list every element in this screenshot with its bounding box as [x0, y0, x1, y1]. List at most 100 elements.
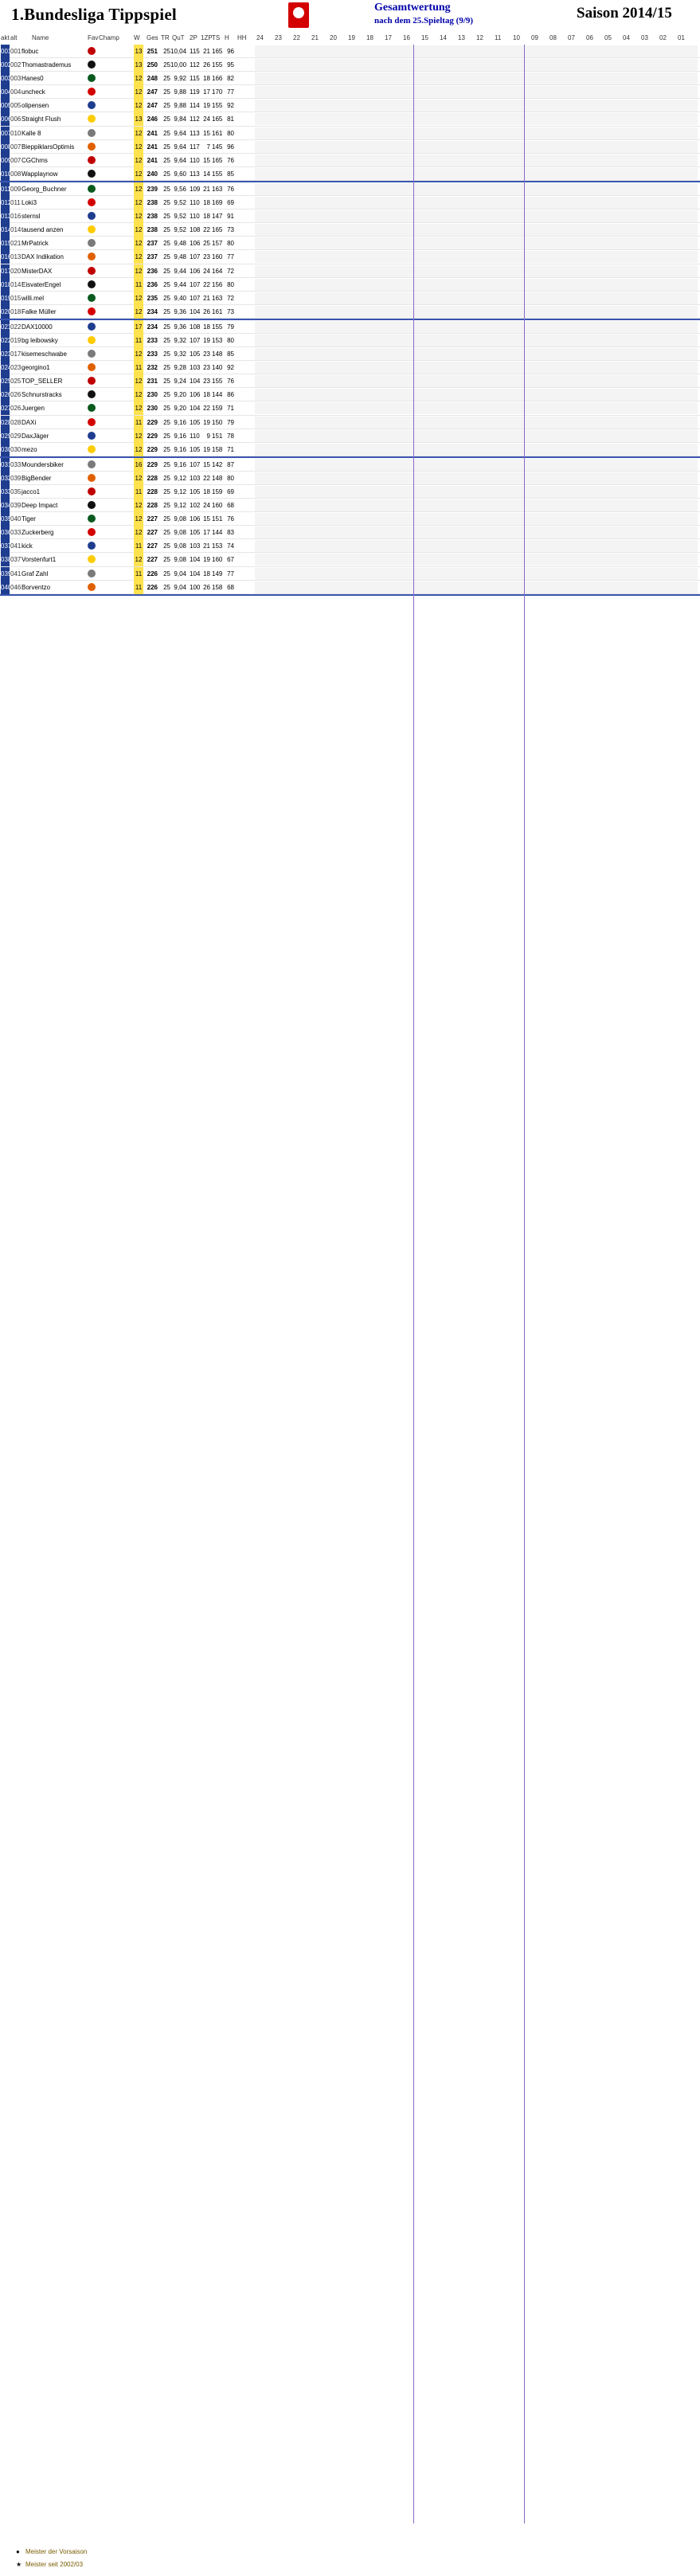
table-row[interactable]: 006 006 Straight Flush 13 246 25 9,84 112 24 165 8…	[0, 112, 700, 127]
table-row[interactable]: 019 015 willi.mel 12 235 25 9,40 107 21 163 72	[0, 291, 700, 305]
table-row[interactable]: 035 040 Tiger 12 227 25 9,08 106 15 151 76	[0, 512, 700, 527]
hits-cell: 67	[227, 556, 234, 564]
table-row[interactable]: 014 014 tausend anzen 12 238 25 9,52 108 22 165 73	[0, 223, 700, 237]
table-row[interactable]: 018 014 EisvaterEngel 11 236 25 9,44 107 22 156 80	[0, 277, 700, 292]
table-row[interactable]: 008 007 BieppiklarsOptimist 12 241 25 9,64 117 7…	[0, 139, 700, 154]
table-row[interactable]: 040 046 Borventzo 11 226 25 9,04 100 26 158 68	[0, 580, 700, 594]
table-row[interactable]: 003 003 Hanes0 12 248 25 9,92 115 18 166 82	[0, 72, 700, 86]
total-points-cell: 230	[147, 405, 158, 413]
player-name: EisvaterEngel	[22, 280, 61, 288]
one-point-cell: 17	[203, 88, 210, 96]
table-row[interactable]: 033 035 jacco1 11 228 25 9,12 105 18 159 69	[0, 485, 700, 499]
two-point-cell: 113	[190, 129, 200, 137]
table-row[interactable]: 012 011 Loki3 12 238 25 9,52 110 18 169 69	[0, 196, 700, 210]
hits-cell: 77	[227, 88, 234, 96]
player-name: CGChms	[22, 156, 48, 164]
player-name: jacco1	[22, 488, 41, 495]
round-points-strip	[255, 375, 698, 388]
table-row[interactable]: 036 033 Zuckerberg 12 227 25 9,08 105 17 144 83	[0, 526, 700, 540]
total-points-cell: 238	[147, 199, 158, 207]
rank-cell: 032	[1, 471, 11, 485]
one-point-cell: 26	[203, 307, 210, 315]
table-row[interactable]: 010 008 Wapplaynow 12 240 25 9,60 113 14 155 85	[0, 166, 700, 181]
table-row[interactable]: 002 002 Thomastrademus 13 250 25 10,00 112 26 155…	[0, 58, 700, 72]
table-row[interactable]: 030 030 mezo 12 229 25 9,16 105 19 158 71	[0, 442, 700, 456]
table-row[interactable]: 011 009 Georg_Buchner 12 239 25 9,56 109 21 163 76	[0, 182, 700, 197]
tendency-cell: 155	[212, 102, 223, 110]
previous-rank-cell: 030	[10, 445, 22, 453]
quota-cell: 9,44	[174, 267, 186, 275]
favorite-club-icon	[88, 47, 96, 55]
quota-cell: 9,08	[174, 529, 186, 537]
season-label: Saison 2014/15	[577, 5, 672, 22]
favorite-club-icon	[88, 142, 96, 151]
header: 1.Bundesliga Tippspiel Gesamtwertung nac…	[0, 0, 700, 32]
table-row[interactable]: 020 018 Falke Müller 12 234 25 9,36 104 26 161 73	[0, 304, 700, 319]
round-points-strip	[255, 527, 698, 539]
rank-cell: 029	[1, 429, 11, 443]
previous-rank-cell: 003	[10, 75, 22, 83]
table-row[interactable]: 023 017 kisemeschwabe 12 233 25 9,32 105 23 148 85	[0, 347, 700, 362]
two-point-cell: 105	[190, 488, 201, 495]
wins-cell: 13	[134, 58, 143, 72]
table-row[interactable]: 017 020 MisterDAX 12 236 25 9,44 106 24 164 72	[0, 264, 700, 278]
table-row[interactable]: 032 039 BigBender 12 228 25 9,12 103 22 148 80	[0, 471, 700, 485]
table-row[interactable]: 009 007 CGChms 12 241 25 9,64 110 15 165 76	[0, 153, 700, 167]
table-row[interactable]: 024 023 georgino1 11 232 25 9,28 103 23 140 92	[0, 361, 700, 375]
two-point-cell: 105	[190, 350, 201, 358]
table-row[interactable]: 034 039 Deep Impact 12 228 25 9,12 102 24 160 68	[0, 499, 700, 513]
table-row[interactable]: 004 004 uncheck 12 247 25 9,88 119 17 170 77	[0, 85, 700, 100]
table-row[interactable]: 015 021 MrPatrick 12 237 25 9,48 106 25 157 80	[0, 237, 700, 251]
table-row[interactable]: 027 026 Juergen 12 230 25 9,20 104 22 159 71	[0, 401, 700, 416]
tendency-cell: 170	[212, 88, 223, 96]
round-points-strip	[255, 402, 698, 415]
two-point-cell: 115	[190, 48, 200, 55]
one-point-cell: 18	[203, 213, 210, 221]
quota-cell: 9,20	[174, 405, 186, 413]
favorite-club-icon	[88, 128, 96, 137]
favorite-club-icon	[88, 431, 96, 440]
column-header: Fav	[88, 34, 99, 41]
previous-rank-cell: 039	[10, 502, 22, 510]
hits-cell: 76	[227, 185, 234, 193]
table-row[interactable]: 007 010 Kalle 8 12 241 25 9,64 113 15 161 80	[0, 126, 700, 140]
total-points-cell: 229	[147, 460, 158, 468]
table-row[interactable]: 026 026 Schnurstracks 12 230 25 9,20 106 18 144 86	[0, 388, 700, 402]
subtitle: Gesamtwertung	[374, 2, 451, 14]
favorite-club-icon	[88, 155, 96, 164]
table-row[interactable]: 005 005 olipensen 12 247 25 9,88 114 19 155 92	[0, 99, 700, 113]
total-points-cell: 238	[147, 213, 158, 221]
table-row[interactable]: 025 025 TOP_SELLER 12 231 25 9,24 104 23 155 76	[0, 374, 700, 389]
table-row[interactable]: 031 033 Moundersbiker 16 229 25 9,16 107 15 142 87	[0, 457, 700, 472]
quota-cell: 9,44	[174, 280, 186, 288]
tendency-cell: 148	[212, 350, 223, 358]
hits-cell: 86	[227, 391, 234, 399]
rank-cell: 003	[1, 72, 11, 86]
wins-cell: 12	[134, 72, 143, 86]
player-name: DaxJäger	[22, 432, 49, 440]
round-points-strip	[255, 45, 698, 57]
favorite-club-icon	[88, 555, 96, 564]
table-row[interactable]: 021 022 DAX10000 17 234 25 9,36 108 18 155 79	[0, 319, 700, 334]
round-points-strip	[255, 59, 698, 72]
one-point-cell: 18	[203, 323, 210, 331]
table-row[interactable]: 016 013 DAX Indikation 12 237 25 9,48 107 23 160 7…	[0, 250, 700, 264]
table-row[interactable]: 037 041 kick 11 227 25 9,08 103 21 153 74	[0, 539, 700, 554]
total-points-cell: 233	[147, 350, 158, 358]
matchdays-cell: 25	[163, 502, 170, 510]
table-row[interactable]: 039 041 Graf Zahl 11 226 25 9,04 104 18 149 77	[0, 566, 700, 581]
rank-cell: 021	[1, 319, 11, 334]
quota-cell: 9,60	[174, 170, 186, 178]
table-row[interactable]: 038 037 Vorstenfurt1 12 227 25 9,08 104 19 160 67	[0, 553, 700, 567]
table-row[interactable]: 001 001 flobuc 13 251 25 10,04 115 21 165 96	[0, 45, 700, 59]
favorite-club-icon	[88, 198, 96, 207]
rank-cell: 026	[1, 388, 11, 402]
rank-cell: 020	[1, 304, 11, 319]
table-row[interactable]: 022 019 bg leibowsky 11 233 25 9,32 107 19 153 80	[0, 333, 700, 348]
table-row[interactable]: 028 028 DAXi 11 229 25 9,16 105 19 150 79	[0, 415, 700, 429]
table-row[interactable]: 013 016 sternsl 12 238 25 9,52 110 18 147 91	[0, 209, 700, 224]
hits-cell: 83	[227, 529, 234, 537]
table-row[interactable]: 029 029 DaxJäger 12 229 25 9,16 110 9 151 78	[0, 429, 700, 443]
column-header: 2P	[190, 34, 197, 41]
one-point-cell: 24	[203, 115, 210, 123]
